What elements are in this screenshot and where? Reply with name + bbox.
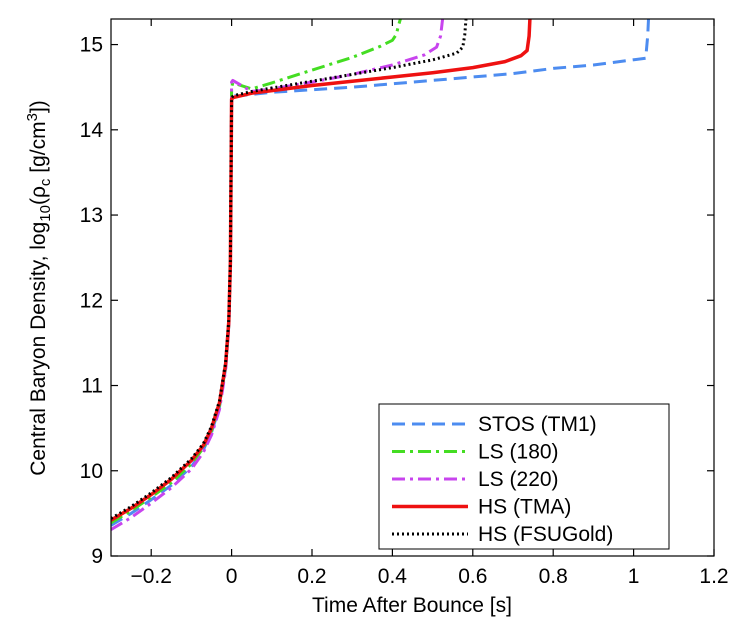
y-label-sup: 3: [24, 113, 41, 121]
plot-frame: [110, 18, 715, 557]
x-tick-label: 0: [226, 565, 238, 588]
y-tick-label: 10: [80, 460, 103, 483]
y-label-prefix: Central Baryon Density, log: [27, 222, 50, 476]
legend-label: LS (220): [478, 468, 559, 491]
y-label-suffix: ]): [27, 100, 50, 113]
ticks-layer: −0.2 0 0.2 0.4 0.6 0.8 1 1.2 9 10 11 12 13 14 15: [80, 19, 729, 588]
x-tick-label: 1.2: [699, 565, 728, 588]
series-line-hs-fsugold: [111, 19, 468, 520]
legend: STOS (TM1) LS (180) LS (220) HS (TMA) HS (FS…: [378, 403, 670, 550]
x-tick-label: 0.8: [539, 565, 568, 588]
legend-label: LS (180): [478, 441, 559, 464]
x-tick-label: 0.2: [297, 565, 326, 588]
y-label-sub2: c: [37, 178, 54, 186]
series-line-stos-tm1: [111, 19, 650, 527]
legend-label: STOS (TM1): [478, 413, 597, 436]
y-tick-label: 9: [91, 545, 103, 568]
y-tick-label: 15: [80, 34, 103, 57]
y-tick-label: 12: [80, 289, 103, 312]
y-label-mid1: (ρ: [27, 186, 50, 205]
legend-label: HS (FSUGold): [478, 523, 613, 546]
series-layer: [111, 19, 650, 531]
x-tick-label: 0.4: [378, 565, 408, 588]
legend-box: [378, 403, 670, 550]
x-tick-label: 0.6: [458, 565, 487, 588]
x-tick-label: −0.2: [130, 565, 171, 588]
x-axis-label: Time After Bounce [s]: [312, 594, 512, 617]
y-label-mid2: [g/cm: [27, 121, 50, 178]
y-axis-label: Central Baryon Density, log10(ρc [g/cm3]…: [24, 100, 54, 476]
y-tick-label: 14: [80, 119, 104, 142]
y-tick-label: 11: [81, 375, 103, 398]
x-tick-label: 1: [628, 565, 640, 588]
legend-label: HS (TMA): [478, 496, 571, 519]
y-tick-label: 13: [80, 204, 103, 227]
y-label-sub1: 10: [37, 205, 54, 222]
